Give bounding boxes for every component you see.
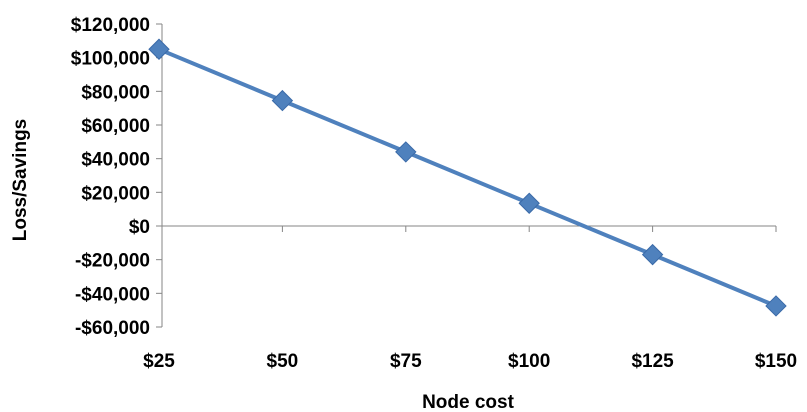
data-point-marker xyxy=(271,89,294,112)
x-tick-label: $25 xyxy=(143,351,175,372)
data-point-marker xyxy=(395,141,417,163)
y-tick-label: $120,000 xyxy=(71,15,150,36)
y-tick-label: $40,000 xyxy=(81,150,150,171)
series-line xyxy=(158,47,777,308)
x-tick-label: $75 xyxy=(390,351,422,372)
y-tick-label: $100,000 xyxy=(71,49,150,70)
y-tick-label: $60,000 xyxy=(81,116,150,137)
y-tick-label: -$60,000 xyxy=(75,318,150,339)
x-axis-ticks xyxy=(281,226,777,232)
y-tick-label: $20,000 xyxy=(81,183,150,204)
series-group xyxy=(148,38,787,317)
y-tick-label: $80,000 xyxy=(81,82,150,103)
y-tick-labels: $120,000 $100,000 $80,000 $60,000 $40,000 $20… xyxy=(71,15,150,339)
x-tick-label: $50 xyxy=(267,351,299,372)
x-tick-label: $125 xyxy=(631,351,674,372)
y-tick-label: -$20,000 xyxy=(75,251,150,272)
data-point-marker xyxy=(518,192,540,214)
x-tick-label: $150 xyxy=(755,351,797,372)
data-point-marker xyxy=(765,295,787,317)
x-tick-label: $100 xyxy=(508,351,550,372)
x-axis-title: Node cost xyxy=(422,392,515,412)
x-tick-labels: $25 $50 $75 $100 $125 $150 xyxy=(143,351,797,372)
y-tick-label: -$40,000 xyxy=(75,284,150,305)
y-tick-label: $0 xyxy=(129,217,150,238)
data-point-marker xyxy=(641,243,664,266)
data-point-marker xyxy=(148,38,170,60)
y-axis-ticks xyxy=(156,23,162,328)
y-axis-title: Loss/Savings xyxy=(10,119,31,242)
